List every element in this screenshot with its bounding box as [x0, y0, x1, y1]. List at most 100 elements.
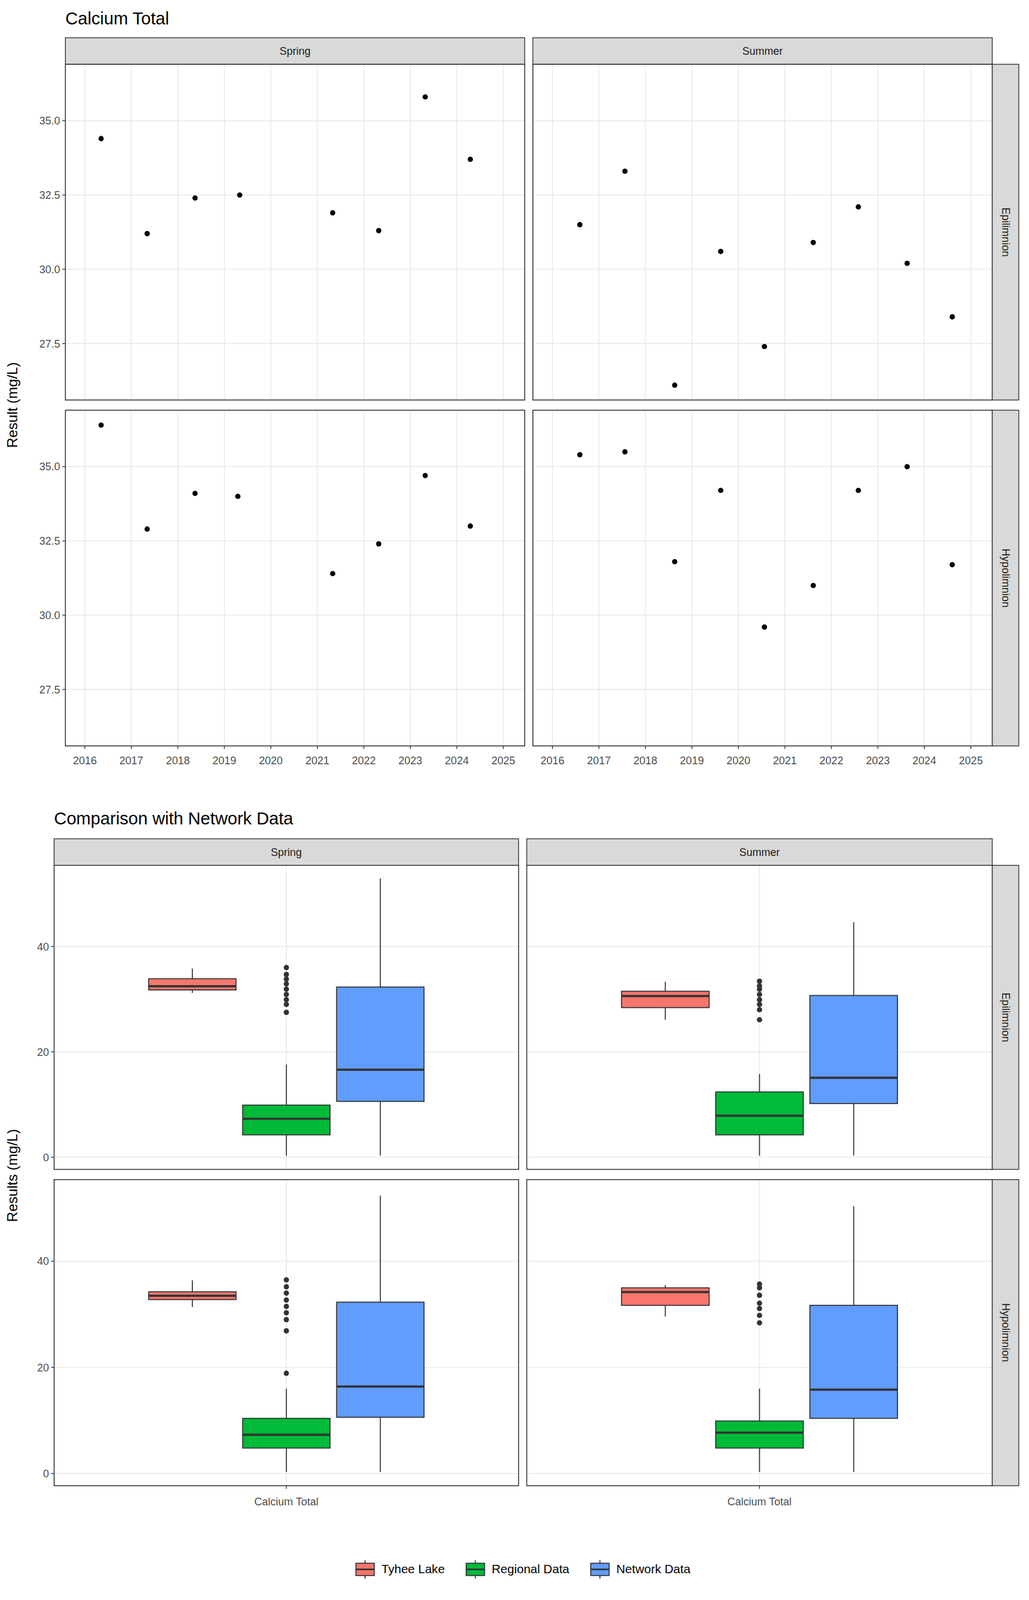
whisker [759, 1135, 761, 1157]
grid-line [65, 194, 525, 196]
box [715, 1421, 804, 1449]
outlier [756, 986, 763, 993]
point [761, 624, 767, 631]
grid-line [532, 466, 993, 468]
point [237, 192, 243, 198]
y-tick-label: 20 [36, 1046, 49, 1059]
boxes [148, 878, 424, 1157]
y-tick-label: 32.5 [39, 535, 61, 548]
box [148, 1292, 237, 1300]
panel: 02040 [36, 865, 519, 1171]
point [855, 487, 862, 494]
box-plot [809, 1206, 898, 1473]
outlier [283, 1291, 289, 1297]
whisker [379, 1417, 382, 1473]
tick-mark [503, 746, 504, 750]
panel-border [532, 410, 993, 747]
whisker [759, 1074, 761, 1093]
outlier [283, 976, 289, 982]
grid-line [598, 64, 600, 401]
panel: Calcium Total [527, 1180, 993, 1509]
grid-line [552, 410, 554, 747]
median [715, 1114, 804, 1118]
point [577, 452, 583, 458]
legend: Tyhee LakeRegional DataNetwork Data [356, 1560, 691, 1580]
x-tick-label: 2021 [772, 755, 797, 767]
panel [532, 64, 993, 401]
strip [54, 839, 519, 866]
whisker [664, 1008, 666, 1021]
grid-line [532, 615, 993, 617]
box [336, 987, 424, 1102]
median [809, 1389, 898, 1392]
x-tick-label: 2016 [72, 755, 97, 767]
legend-label: Network Data [616, 1562, 691, 1577]
strip-label: Summer [742, 45, 784, 58]
whisker [285, 1064, 288, 1106]
panel-border [527, 1180, 993, 1487]
box [809, 995, 898, 1105]
outlier [283, 965, 289, 971]
point [718, 248, 724, 255]
x-tick-label: 2017 [587, 755, 611, 767]
x-tick-label: 2019 [212, 755, 237, 767]
outlier [283, 1317, 289, 1324]
y-tick-label: 40 [36, 941, 49, 954]
point [904, 260, 910, 267]
point [467, 523, 473, 529]
strip-label: Spring [270, 846, 302, 859]
box [242, 1105, 330, 1136]
point [422, 472, 429, 479]
whisker [853, 1104, 855, 1157]
grid-line [177, 64, 179, 401]
median [148, 985, 237, 988]
grid-line [691, 64, 693, 401]
grid-line [409, 64, 411, 401]
outlier [283, 972, 289, 978]
point [810, 239, 816, 246]
whisker [285, 1135, 288, 1157]
tick-mark [598, 746, 600, 750]
whisker [759, 1448, 761, 1473]
grid-line [456, 410, 458, 747]
grid-line [923, 64, 925, 401]
panel-border [54, 865, 519, 1171]
grid-line [691, 410, 693, 747]
x-tick-label: 2025 [491, 755, 516, 767]
tick-mark [316, 746, 318, 750]
median [715, 1432, 804, 1435]
whisker [664, 981, 666, 992]
point [949, 314, 956, 320]
x-tick-label: 2022 [351, 755, 376, 767]
tick-mark [759, 1486, 760, 1490]
box-plot [148, 968, 237, 994]
point [810, 582, 816, 589]
outlier [283, 986, 289, 993]
outlier [756, 997, 763, 1003]
point [672, 559, 678, 565]
outlier [283, 1002, 289, 1008]
box-plot [621, 981, 710, 1021]
whisker [285, 1389, 288, 1420]
tick-mark [131, 746, 132, 750]
tick-mark [456, 746, 457, 750]
grid-line [784, 64, 786, 401]
outlier [283, 1298, 289, 1304]
grid-line [65, 615, 525, 617]
tick-mark [51, 1261, 55, 1262]
grid-line [84, 410, 86, 747]
outlier [756, 1293, 763, 1299]
grid-line [877, 410, 879, 747]
grid-line [737, 64, 739, 401]
boxes [621, 922, 898, 1156]
grid-line [923, 410, 925, 747]
x-tick-label: Calcium Total [254, 1496, 319, 1509]
box [621, 1288, 710, 1306]
grid-line [270, 64, 272, 401]
box [336, 1302, 424, 1418]
grid-line [784, 410, 786, 747]
points [577, 168, 955, 388]
x-tick-label: 2016 [540, 755, 565, 767]
panel-background [65, 410, 525, 747]
x-tick-label: 2018 [633, 755, 658, 767]
